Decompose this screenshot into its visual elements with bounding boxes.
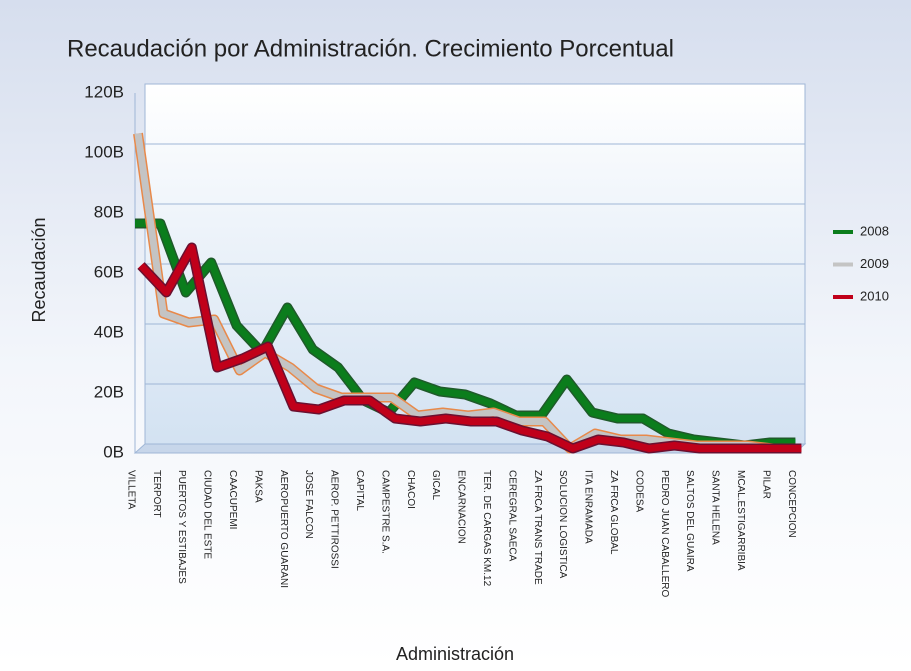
x-tick-label: JOSE FALCON bbox=[303, 470, 314, 539]
x-tick-label: TER. DE CARGAS KM.12 bbox=[481, 470, 492, 587]
x-tick-label: SANTA HELENA bbox=[710, 470, 721, 545]
x-tick-label: ZA FRCA GLOBAL bbox=[608, 470, 619, 555]
y-tick-label: 40B bbox=[94, 322, 124, 341]
x-tick-label: ZA FRCA TRANS TRADE bbox=[532, 470, 543, 585]
x-tick-label: CONCEPCION bbox=[786, 470, 797, 538]
chart-title: Recaudación por Administración. Crecimie… bbox=[67, 35, 674, 62]
x-tick-label: CEREGRAL SAECA bbox=[506, 470, 517, 562]
y-tick-label: 60B bbox=[94, 262, 124, 281]
x-tick-label: PILAR bbox=[760, 470, 771, 499]
x-tick-label: ENCARNACION bbox=[456, 470, 467, 544]
legend-label: 2010 bbox=[860, 288, 889, 303]
x-tick-label: VILLETA bbox=[125, 470, 136, 510]
x-tick-label: CAPITAL bbox=[354, 470, 365, 511]
y-tick-label: 80B bbox=[94, 202, 124, 221]
x-tick-label: PUERTOS Y ESTIBAJES bbox=[176, 470, 187, 584]
x-tick-label: SOLUCION LOGISTICA bbox=[557, 470, 568, 579]
y-tick-label: 100B bbox=[84, 142, 124, 161]
x-tick-label: AEROPUERTO GUARANI bbox=[278, 470, 289, 588]
y-axis-label: Recaudación bbox=[29, 217, 49, 322]
y-tick-label: 20B bbox=[94, 382, 124, 401]
x-tick-label: GICAL bbox=[430, 470, 441, 500]
x-tick-label: MCAL.ESTIGARRIBIA bbox=[735, 470, 746, 571]
x-tick-label: CODESA bbox=[633, 470, 644, 513]
legend-label: 2008 bbox=[860, 223, 889, 238]
legend-label: 2009 bbox=[860, 256, 889, 271]
x-axis-label: Administración bbox=[396, 644, 514, 664]
y-tick-label: 120B bbox=[84, 82, 124, 101]
x-tick-label: ITA ENRAMADA bbox=[583, 470, 594, 544]
x-tick-label: PAKSA bbox=[252, 470, 263, 503]
x-tick-label: PEDRO JUAN CABALLERO bbox=[659, 470, 670, 597]
x-tick-label: TERPORT bbox=[151, 470, 162, 518]
x-tick-label: CAACUPEMI bbox=[227, 470, 238, 529]
line bbox=[135, 220, 796, 449]
x-tick-label: CIUDAD DEL ESTE bbox=[202, 470, 213, 559]
x-tick-label: AEROP. PETTIROSSI bbox=[329, 470, 340, 569]
x-tick-label: CHACOI bbox=[405, 470, 416, 509]
y-tick-label: 0B bbox=[103, 442, 124, 461]
x-tick-label: CAMPESTRE S.A. bbox=[379, 470, 390, 554]
x-tick-label: SALTOS DEL GUAIRA bbox=[684, 470, 695, 572]
line bbox=[138, 244, 802, 452]
